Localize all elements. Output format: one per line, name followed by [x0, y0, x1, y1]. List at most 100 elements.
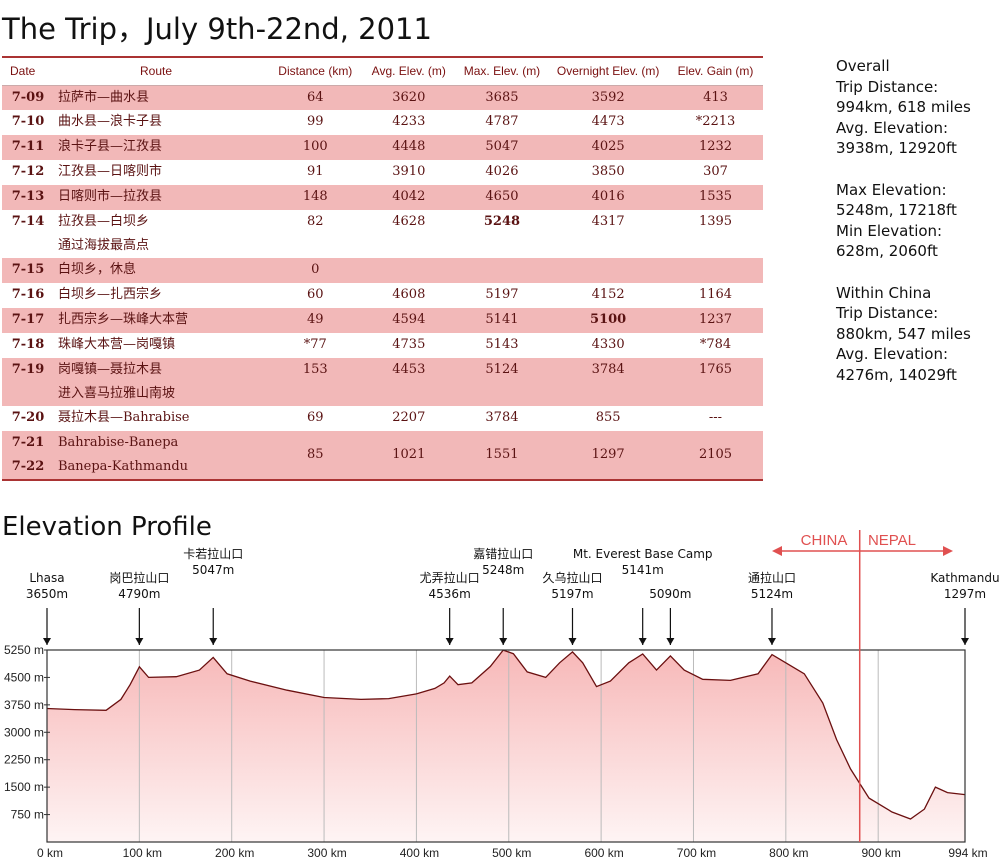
summary-line: Within China [836, 283, 932, 302]
table-row: 7-17 扎西宗乡—珠峰大本营 49 4594 5141 5100 1237 [2, 308, 763, 333]
route: 拉孜县—白坝乡 通过海拔最高点 [54, 210, 269, 258]
elev-gain-cell: --- [708, 410, 723, 425]
route: Bahrabise-Banepa Banepa-Kathmandu [53, 431, 269, 481]
date: 7-14 [11, 214, 45, 229]
distance-cell: 99 [307, 114, 324, 129]
x-tick-label: 500 km [492, 846, 531, 860]
max-elev-cell: 5143 [485, 337, 519, 352]
summary-line: 628m, 2060ft [836, 242, 938, 260]
distance-cell: 100 [268, 135, 362, 160]
max-elev-cell: 5141 [455, 308, 549, 333]
y-tick-label: 3000 m [4, 725, 44, 739]
route-line: 江孜县—日喀则市 [57, 164, 162, 179]
elev-gain-cell: 1395 [698, 214, 733, 229]
date: 7-09 [2, 85, 54, 110]
summary-line: 5248m, 17218ft [836, 201, 957, 219]
overnight-elev-cell: 855 [595, 410, 621, 425]
overnight-elev-cell: 4473 [591, 114, 625, 129]
annotation-value: 4536m [429, 587, 471, 601]
avg-cell: 1021 [362, 431, 456, 481]
arrow-down-icon [43, 638, 51, 645]
header-overnight-elev: Overnight Elev. (m) [548, 56, 668, 86]
arrow-right-icon [943, 546, 953, 556]
y-tick-label: 2250 m [4, 753, 44, 767]
date-line: 7-22 [11, 459, 45, 474]
arrow-down-icon [568, 638, 577, 645]
arrow-down-icon [767, 638, 776, 645]
summary-line: 994km, 618 miles [836, 98, 971, 116]
summary-line: 4276m, 14029ft [836, 365, 957, 384]
route-line: 浪卡子县—江孜县 [57, 139, 162, 154]
annotation-label: Mt. Everest Base Camp [573, 547, 713, 561]
route: 浪卡子县—江孜县 [53, 135, 269, 160]
plot-frame [46, 649, 966, 843]
route-line: Banepa-Kathmandu [57, 459, 189, 474]
annotation-label: 岗巴拉山口 [109, 570, 169, 585]
table-row: 7-16 白坝乡—扎西宗乡 60 4608 5197 4152 1164 [2, 283, 763, 308]
elev-gain-cell: 1237 [667, 308, 763, 333]
arrow-down-icon [638, 638, 647, 645]
header-route: Route [53, 56, 269, 86]
avg-elev-cell: 4042 [362, 185, 456, 210]
table-row: 7-12 江孜县—日喀则市 91 3910 4026 3850 307 [2, 160, 763, 185]
annotation-value: 5248m [482, 563, 524, 577]
x-tick-label: 400 km [400, 846, 439, 860]
summary-overall: Overall Trip Distance: 994km, 618 miles … [836, 56, 971, 159]
x-tick-label: 700 km [677, 846, 716, 860]
header-date: Date [2, 56, 54, 86]
x-tick-label: 100 km [123, 846, 162, 860]
arrow-down-icon [666, 638, 675, 645]
elev-gain-cell: *784 [699, 337, 732, 352]
avg-elev-cell: 3620 [362, 85, 456, 110]
table-row: 7-19 岗嘎镇—聂拉木县 进入喜马拉雅山南坡 153 4453 5124 3784 1765 [2, 358, 763, 406]
x-tick-label: 200 km [215, 846, 254, 860]
table-row: 7-14 拉孜县—白坝乡 通过海拔最高点 82 4628 5248 4317 1395 [2, 210, 763, 258]
summary-line: 880km, 547 miles [836, 324, 971, 343]
distance-cell: 60 [307, 287, 324, 302]
avg-elev-cell: 4628 [392, 214, 426, 229]
elevation-area [47, 650, 965, 842]
annotation-value: 5141m [622, 563, 664, 577]
x-tick-label: 300 km [307, 846, 346, 860]
route: 曲水县—浪卡子县 [54, 110, 269, 135]
x-tick-label: 600 km [584, 846, 623, 860]
route-line: 日喀则市—拉孜县 [57, 189, 162, 204]
overnight-elev-cell [548, 258, 668, 283]
date: 7-19 [2, 358, 54, 406]
distance-cell: 0 [268, 258, 362, 283]
route-line: 拉孜县—白坝乡 [57, 214, 149, 229]
header-max-elev: Max. Elev. (m) [455, 56, 549, 86]
annotation-value: 1297m [944, 587, 986, 601]
trip-table: Date Route Distance (km) Avg. Elev. (m) … [2, 56, 763, 481]
arrow-left-icon [772, 546, 782, 556]
elev-gain-cell [667, 258, 763, 283]
annotation-value: 3650m [26, 587, 68, 601]
route-line: 白坝乡，休息 [57, 262, 136, 277]
table-row: 7-09 拉萨市—曲水县 64 3620 3685 3592 413 [2, 85, 763, 110]
border-label-bg [796, 530, 851, 548]
summary-china: Within China Trip Distance: 880km, 547 m… [836, 283, 971, 386]
route: 白坝乡—扎西宗乡 [54, 283, 269, 308]
arrow-down-icon [499, 638, 508, 645]
max-cell: 1551 [455, 431, 549, 481]
y-tick-label: 1500 m [4, 780, 44, 794]
date: 7-15 [2, 258, 54, 283]
route-line: 通过海拔最高点 [57, 238, 149, 253]
route-line: 曲水县—浪卡子县 [57, 114, 162, 129]
overnight-elev-cell: 5100 [548, 308, 668, 333]
border-label-bg [863, 530, 921, 548]
annotation-label: 嘉错拉山口 [473, 546, 533, 561]
y-tick-label: 5250 m [4, 643, 44, 657]
route: 扎西宗乡—珠峰大本营 [53, 308, 269, 333]
max-elev-cell: 5197 [485, 287, 519, 302]
profile-title: Elevation Profile [2, 512, 212, 542]
annotation-label: Kathmandu [930, 571, 999, 585]
max-elev-cell: 3784 [485, 410, 519, 425]
route-line: 进入喜马拉雅山南坡 [57, 386, 175, 401]
distance-cell: *77 [303, 337, 327, 352]
summary-line: Trip Distance: [836, 77, 939, 96]
table-row: 7-15 白坝乡，休息 0 [2, 258, 763, 283]
arrow-down-icon [209, 638, 218, 645]
overnight-elev-cell: 4317 [591, 214, 625, 229]
table-row: 7-20 聂拉木县—Bahrabise 69 2207 3784 855 --- [2, 406, 763, 431]
